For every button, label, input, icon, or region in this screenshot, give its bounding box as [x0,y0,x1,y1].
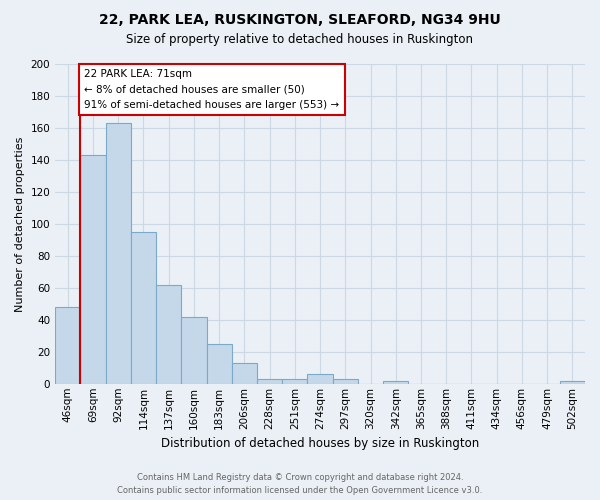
Bar [181,316,206,384]
Bar [282,379,307,384]
Text: Size of property relative to detached houses in Ruskington: Size of property relative to detached ho… [127,32,473,46]
Bar [131,232,156,384]
Text: 22, PARK LEA, RUSKINGTON, SLEAFORD, NG34 9HU: 22, PARK LEA, RUSKINGTON, SLEAFORD, NG34… [99,12,501,26]
Bar [55,307,80,384]
Bar [307,374,332,384]
X-axis label: Distribution of detached houses by size in Ruskington: Distribution of detached houses by size … [161,437,479,450]
Bar [232,363,257,384]
Bar [560,380,585,384]
Bar [383,380,409,384]
Bar [332,379,358,384]
Bar [206,344,232,384]
Y-axis label: Number of detached properties: Number of detached properties [15,136,25,312]
Text: Contains HM Land Registry data © Crown copyright and database right 2024.
Contai: Contains HM Land Registry data © Crown c… [118,473,482,495]
Bar [106,123,131,384]
Bar [156,284,181,384]
Bar [257,379,282,384]
Text: 22 PARK LEA: 71sqm
← 8% of detached houses are smaller (50)
91% of semi-detached: 22 PARK LEA: 71sqm ← 8% of detached hous… [84,69,340,110]
Bar [80,155,106,384]
